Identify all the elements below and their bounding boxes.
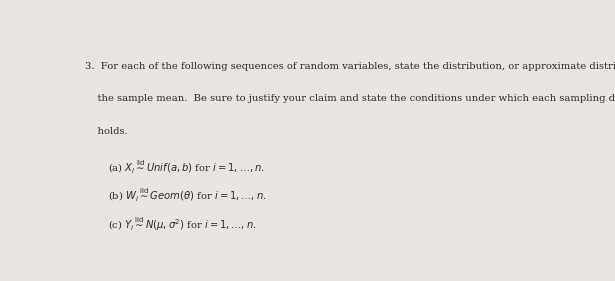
Text: the sample mean.  Be sure to justify your claim and state the conditions under w: the sample mean. Be sure to justify your… xyxy=(85,94,615,103)
Text: (a) $X_i \overset{\mathrm{iid}}{\sim} Unif(a, b)$ for $i = 1,\ldots,n$.: (a) $X_i \overset{\mathrm{iid}}{\sim} Un… xyxy=(108,159,264,176)
Text: holds.: holds. xyxy=(85,127,128,136)
Text: 3.  For each of the following sequences of random variables, state the distribut: 3. For each of the following sequences o… xyxy=(85,62,615,71)
Text: (b) $W_i \overset{\mathrm{iid}}{\sim} Geom(\theta)$ for $i = 1,\ldots,n$.: (b) $W_i \overset{\mathrm{iid}}{\sim} Ge… xyxy=(108,187,266,204)
Text: (c) $Y_i \overset{\mathrm{iid}}{\sim} N(\mu, \sigma^2)$ for $i = 1,\ldots,n$.: (c) $Y_i \overset{\mathrm{iid}}{\sim} N(… xyxy=(108,216,256,233)
